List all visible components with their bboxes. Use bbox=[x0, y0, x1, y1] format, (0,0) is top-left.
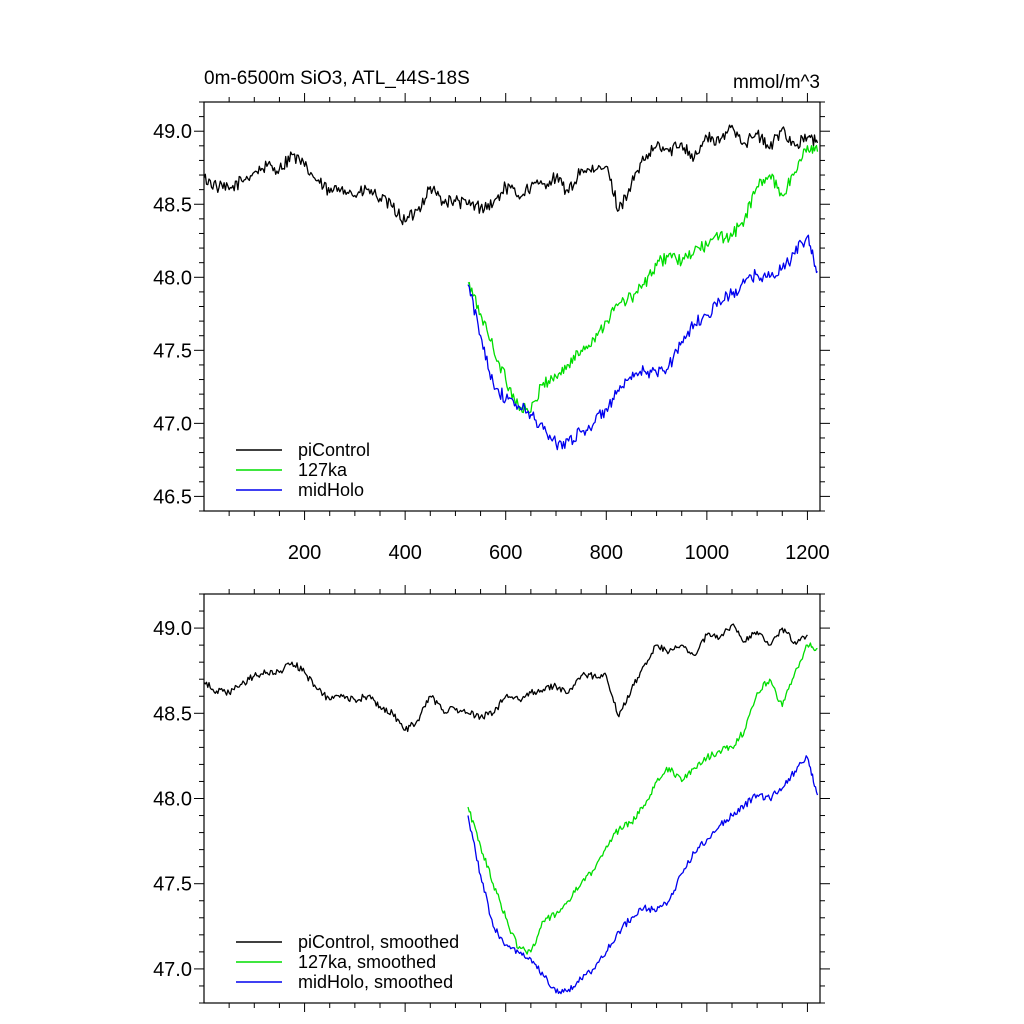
series-line-2 bbox=[467, 755, 819, 995]
y-tick-label: 47.0 bbox=[153, 413, 192, 435]
series-line-0 bbox=[203, 623, 808, 733]
top-panel: 0m-6500m SiO3, ATL_44S-18S mmol/m^3 200 4… bbox=[153, 68, 830, 564]
bottom-series-group bbox=[203, 623, 819, 995]
x-tick-label: 1000 bbox=[685, 542, 730, 564]
x-tick-label: 600 bbox=[489, 542, 522, 564]
series-line-0 bbox=[203, 124, 819, 226]
series-line-1 bbox=[467, 642, 818, 955]
series-line-1 bbox=[467, 144, 819, 414]
bottom-plot-frame bbox=[203, 593, 821, 1004]
y-tick-label: 49.0 bbox=[153, 121, 192, 143]
legend-label: piControl, smoothed bbox=[298, 932, 459, 952]
top-panel-title: 0m-6500m SiO3, ATL_44S-18S bbox=[204, 68, 470, 89]
legend-label: 127ka, smoothed bbox=[298, 952, 436, 972]
top-series-group bbox=[203, 124, 819, 451]
top-panel-units: mmol/m^3 bbox=[733, 72, 820, 93]
y-tick-label: 48.0 bbox=[153, 789, 192, 811]
series-line-2 bbox=[467, 234, 818, 451]
x-tick-label: 400 bbox=[388, 542, 421, 564]
y-tick-label: 46.5 bbox=[153, 486, 192, 508]
y-tick-label: 48.5 bbox=[153, 703, 192, 725]
legend-label: 127ka bbox=[298, 460, 348, 480]
legend-label: piControl bbox=[298, 440, 370, 460]
x-tick-label: 200 bbox=[288, 542, 321, 564]
bottom-x-axis bbox=[228, 585, 808, 1012]
y-tick-label: 47.0 bbox=[153, 959, 192, 981]
top-y-axis: 46.5 47.0 47.5 48.0 48.5 49.0 bbox=[153, 101, 830, 512]
x-tick-label: 800 bbox=[590, 542, 623, 564]
legend-label: midHolo, smoothed bbox=[298, 972, 453, 992]
bottom-y-axis: 47.0 47.5 48.0 48.5 49.0 bbox=[153, 593, 830, 1004]
bottom-panel: 47.0 47.5 48.0 48.5 49.0 piControl, smoothed… bbox=[153, 585, 830, 1012]
y-tick-label: 48.0 bbox=[153, 267, 192, 289]
x-tick-label: 1200 bbox=[785, 542, 830, 564]
y-tick-label: 48.5 bbox=[153, 194, 192, 216]
y-tick-label: 49.0 bbox=[153, 618, 192, 640]
top-plot-frame bbox=[203, 101, 821, 512]
legend-label: midHolo bbox=[298, 480, 364, 500]
y-tick-label: 47.5 bbox=[153, 340, 192, 362]
top-x-axis: 200 400 600 800 1000 1200 bbox=[228, 93, 830, 564]
y-tick-label: 47.5 bbox=[153, 874, 192, 896]
